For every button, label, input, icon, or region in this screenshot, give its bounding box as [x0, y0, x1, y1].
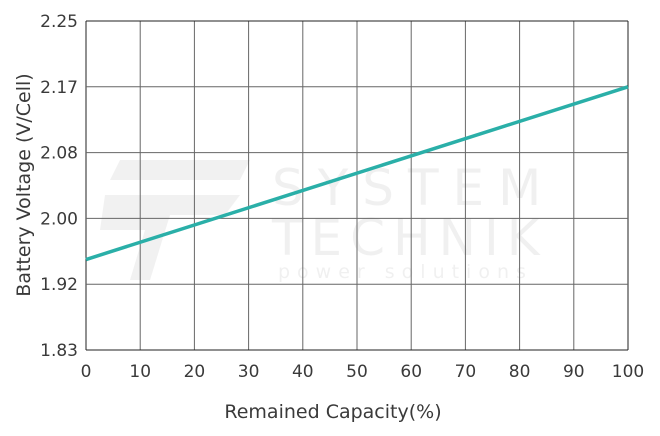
y-tick-label: 2.08: [40, 144, 78, 164]
y-tick-label: 2.25: [40, 12, 78, 32]
x-axis-label: Remained Capacity(%): [224, 401, 441, 423]
watermark-logo: SYSTEM TECHNIK power solutions: [100, 159, 555, 283]
x-tick-label: 100: [612, 362, 644, 382]
watermark-text-1: SYSTEM: [272, 159, 555, 217]
y-tick-label: 2.17: [40, 78, 78, 98]
y-tick-label: 2.00: [40, 209, 78, 229]
x-tick-label: 30: [238, 362, 260, 382]
watermark-text-3: power solutions: [278, 261, 533, 283]
x-tick-label: 80: [509, 362, 531, 382]
x-tick-label: 70: [455, 362, 477, 382]
watermark-text-2: TECHNIK: [271, 209, 548, 267]
x-tick-label: 0: [81, 362, 92, 382]
y-tick-label: 1.83: [40, 341, 78, 361]
series-line: [85, 85, 629, 262]
y-axis-label: Battery Voltage (V/Cell): [13, 73, 35, 296]
x-tick-label: 10: [129, 362, 151, 382]
x-tick-label: 50: [346, 362, 368, 382]
x-tick-label: 60: [400, 362, 422, 382]
y-tick-label: 1.92: [40, 275, 78, 295]
x-tick-label: 90: [563, 362, 585, 382]
x-tick-label: 20: [184, 362, 206, 382]
watermark-bolt-icon: [100, 160, 250, 280]
x-tick-label: 40: [292, 362, 314, 382]
